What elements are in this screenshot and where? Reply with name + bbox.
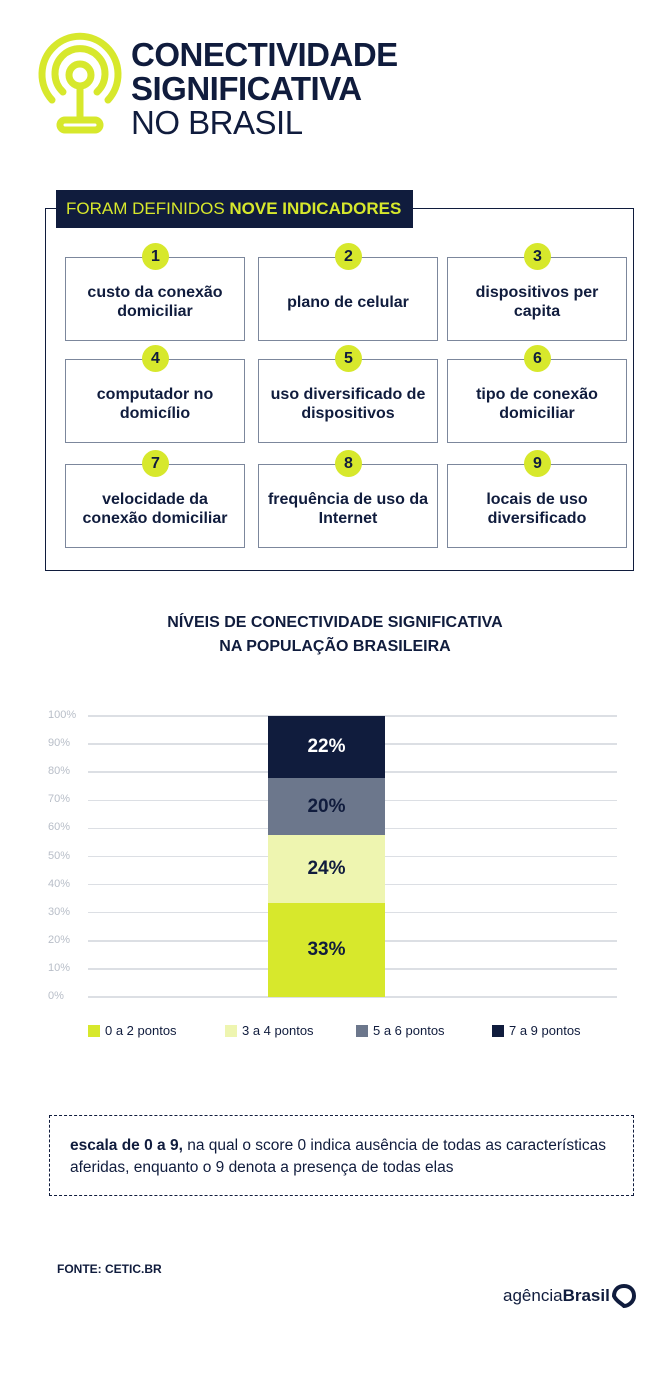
indicator-card: velocidade da conexão domiciliar <box>65 464 245 548</box>
bar-segment <box>268 716 385 779</box>
page-title-line-1: CONECTIVIDADE <box>131 36 398 73</box>
legend-label: 7 a 9 pontos <box>509 1023 581 1038</box>
chart-title: NÍVEIS DE CONECTIVIDADE SIGNIFICATIVA NA… <box>0 611 670 659</box>
y-tick-label: 40% <box>48 877 71 890</box>
bar-segment <box>268 903 385 997</box>
y-tick-label: 10% <box>48 961 71 974</box>
indicator-card: uso diversificado de dispositivos <box>258 359 438 443</box>
indicator-card: frequência de uso da Internet <box>258 464 438 548</box>
bar-segment-label: 22% <box>307 736 346 758</box>
legend-swatch <box>492 1025 504 1037</box>
y-tick-label: 50% <box>48 849 71 862</box>
indicator-number-badge: 9 <box>524 450 551 477</box>
indicator-text: uso diversificado de dispositivos <box>270 386 426 422</box>
y-tick-label: 20% <box>48 933 71 946</box>
gridline <box>88 996 617 998</box>
indicators-label-prefix: FORAM DEFINIDOS <box>66 199 230 218</box>
indicator-text: tipo de conexão domiciliar <box>476 386 598 422</box>
y-tick-label: 0% <box>48 990 64 1002</box>
indicator-text: computador no domicílio <box>96 386 214 422</box>
legend-swatch <box>88 1025 100 1037</box>
indicator-text: custo da conexão domiciliar <box>87 284 223 320</box>
indicator-text: dispositivos per capita <box>475 284 599 320</box>
page-title-line-3: NO BRASIL <box>131 104 303 141</box>
bar-segment-label: 33% <box>307 939 346 961</box>
y-tick-label: 80% <box>48 765 71 778</box>
agencia-brasil-logo-icon <box>611 1284 636 1308</box>
indicator-card: computador no domicílio <box>65 359 245 443</box>
bar-segment-label: 24% <box>307 858 346 880</box>
indicator-card: dispositivos per capita <box>447 257 627 341</box>
indicator-number-badge: 5 <box>335 345 362 372</box>
bar-segment <box>268 835 385 904</box>
page-title-line-2: SIGNIFICATIVA <box>131 70 362 107</box>
brand-light: agência <box>503 1286 563 1305</box>
indicator-card: plano de celular <box>258 257 438 341</box>
y-tick-label: 60% <box>48 821 71 834</box>
brand-bold: Brasil <box>562 1286 610 1305</box>
legend-label: 5 a 6 pontos <box>373 1023 445 1038</box>
indicator-card: custo da conexão domiciliar <box>65 257 245 341</box>
y-tick-label: 30% <box>48 905 71 918</box>
chart-title-line-2: NA POPULAÇÃO BRASILEIRA <box>219 638 451 655</box>
indicator-number-badge: 8 <box>335 450 362 477</box>
chart-title-line-1: NÍVEIS DE CONECTIVIDADE SIGNIFICATIVA <box>167 614 503 631</box>
y-tick-label: 100% <box>48 709 77 721</box>
indicator-number-badge: 1 <box>142 243 169 270</box>
indicator-number-badge: 3 <box>524 243 551 270</box>
legend-swatch <box>225 1025 237 1037</box>
indicator-text: plano de celular <box>287 293 409 311</box>
legend-swatch <box>356 1025 368 1037</box>
indicator-number-badge: 6 <box>524 345 551 372</box>
indicator-text: velocidade da conexão domiciliar <box>82 491 228 527</box>
indicator-number-badge: 2 <box>335 243 362 270</box>
scale-note: escala de 0 a 9, na qual o score 0 indic… <box>49 1115 634 1196</box>
legend-label: 3 a 4 pontos <box>242 1023 314 1038</box>
bar-segment <box>268 778 385 836</box>
agencia-brasil-logo: agência Brasil <box>503 1284 636 1308</box>
source-label: FONTE: CETIC.BR <box>57 1262 162 1276</box>
scale-note-text: na qual o score 0 indica ausência de tod… <box>70 1137 606 1176</box>
y-tick-label: 70% <box>48 793 71 806</box>
bar-segment-label: 20% <box>307 795 346 817</box>
indicator-card: locais de uso diversificado <box>447 464 627 548</box>
indicator-text: frequência de uso da Internet <box>267 491 429 527</box>
indicators-label-bold: NOVE INDICADORES <box>229 199 402 218</box>
indicator-text: locais de uso diversificado <box>486 491 588 527</box>
indicators-label: FORAM DEFINIDOS NOVE INDICADORES <box>56 190 413 228</box>
antenna-signal-icon <box>38 32 122 134</box>
legend-label: 0 a 2 pontos <box>105 1023 177 1038</box>
scale-note-bold: escala de 0 a 9, <box>70 1137 183 1154</box>
indicator-number-badge: 4 <box>142 345 169 372</box>
indicator-number-badge: 7 <box>142 450 169 477</box>
y-tick-label: 90% <box>48 737 71 750</box>
